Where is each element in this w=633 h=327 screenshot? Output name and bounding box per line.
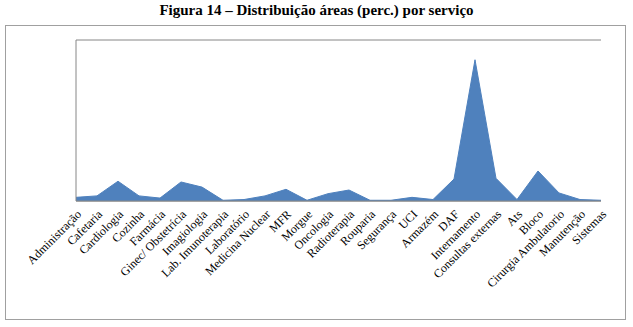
svg-text:Cozinha: Cozinha (109, 207, 148, 246)
svg-text:Lab. Imunoterapia: Lab. Imunoterapia (158, 207, 232, 280)
svg-text:Internamento: Internamento (428, 207, 484, 263)
svg-text:Medicina Nuclear: Medicina Nuclear (202, 207, 273, 278)
svg-text:Consultas externas: Consultas externas (430, 207, 505, 281)
svg-text:MFR: MFR (266, 207, 295, 236)
svg-text:Cardiologia: Cardiologia (76, 207, 127, 258)
svg-text:Morgue: Morgue (278, 207, 316, 244)
svg-text:Oncologia: Oncologia (290, 207, 337, 253)
svg-text:Cirurgia Ambulatorio: Cirurgia Ambulatorio (484, 207, 568, 291)
svg-text:UCI: UCI (395, 207, 421, 232)
svg-text:Ginec/ Obstetrícia: Ginec/ Obstetrícia (117, 207, 190, 280)
svg-text:Bloco: Bloco (516, 207, 547, 238)
svg-text:Manutenção: Manutenção (536, 207, 589, 260)
svg-text:Sistemas: Sistemas (569, 207, 609, 247)
svg-text:Cafetaria: Cafetaria (64, 207, 106, 249)
svg-text:Laboratório: Laboratório (202, 207, 253, 258)
svg-text:Farmácia: Farmácia (126, 207, 169, 249)
svg-text:Rouparia: Rouparia (337, 207, 379, 249)
svg-text:Armazém: Armazém (398, 207, 442, 251)
svg-text:Imagiologia: Imagiologia (159, 207, 211, 259)
svg-text:DAF: DAF (435, 207, 463, 235)
svg-text:Radioterapia: Radioterapia (303, 207, 358, 261)
html-text:Figura 14 – Distribuição áreas: Figura 14 – Distribuição áreas (perc.) p… (159, 2, 474, 18)
svg-text:Segurança: Segurança (354, 207, 400, 253)
svg-text:Ats: Ats (503, 207, 526, 229)
svg-text:Administração: Administração (24, 207, 85, 268)
